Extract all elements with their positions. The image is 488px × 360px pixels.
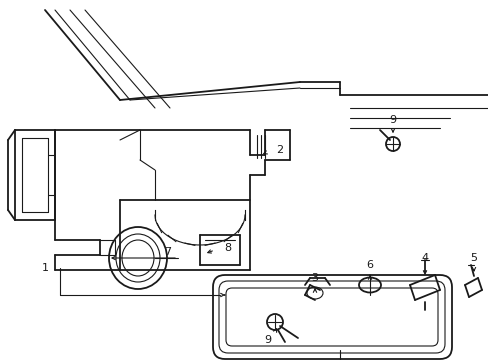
Text: 4: 4 <box>421 253 427 263</box>
Text: 5: 5 <box>469 253 476 263</box>
Text: 3: 3 <box>311 273 318 283</box>
Text: 1: 1 <box>41 263 48 273</box>
Text: 8: 8 <box>224 243 231 253</box>
Text: 9: 9 <box>264 335 271 345</box>
Text: 6: 6 <box>366 260 373 270</box>
Text: 2: 2 <box>276 145 283 155</box>
Text: 9: 9 <box>388 115 396 125</box>
Text: 7: 7 <box>164 247 171 257</box>
